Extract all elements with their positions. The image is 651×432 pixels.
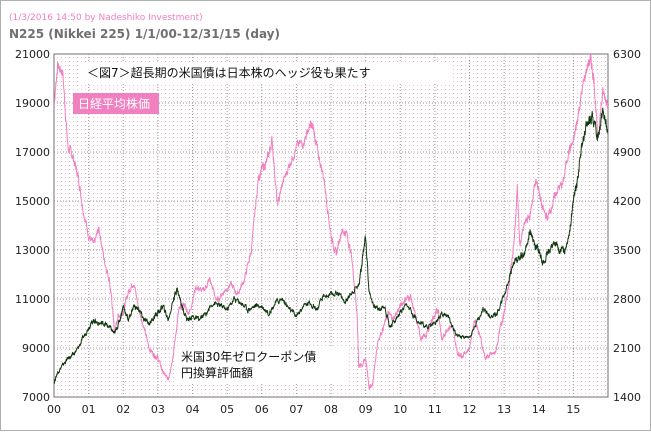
- x-tick-label: 07: [289, 403, 303, 416]
- left-tick-label: 11000: [15, 293, 50, 306]
- credit-text: (1/3/2016 14:50 by Nadeshiko Investment): [9, 13, 203, 23]
- nikkei-series-label: 日経平均株価: [78, 96, 150, 111]
- x-tick-label: 12: [463, 403, 477, 416]
- nikkei-series-line: [54, 54, 608, 390]
- right-tick-label: 3500: [613, 244, 641, 257]
- x-tick-label: 08: [324, 403, 338, 416]
- chart-annotation-title: ＜図7＞超長期の米国債は日本株のヘッジ役も果たす: [87, 65, 371, 80]
- bond-label-box: [177, 346, 349, 382]
- chart-header-title: N225 (Nikkei 225) 1/1/00-12/31/15 (day): [9, 27, 280, 41]
- right-tick-label: 2800: [613, 293, 641, 306]
- title-box: [81, 62, 451, 82]
- left-tick-label: 19000: [15, 97, 50, 110]
- x-tick-label: 04: [186, 403, 200, 416]
- bond-series-label-line2: 円換算評価額: [181, 365, 253, 380]
- right-tick-label: 4200: [613, 195, 641, 208]
- right-tick-label: 5600: [613, 97, 641, 110]
- series-layer: [54, 54, 608, 390]
- x-tick-label: 02: [116, 403, 130, 416]
- x-tick-label: 09: [359, 403, 373, 416]
- x-tick-label: 05: [220, 403, 234, 416]
- left-tick-label: 21000: [15, 48, 50, 61]
- axis-ticks: 7000900011000130001500017000190002100014…: [15, 48, 641, 416]
- left-tick-label: 7000: [22, 391, 50, 404]
- right-tick-label: 6300: [613, 48, 641, 61]
- x-tick-label: 01: [82, 403, 96, 416]
- nikkei-label-box: [73, 93, 159, 114]
- x-tick-label: 15: [566, 403, 580, 416]
- x-tick-label: 03: [151, 403, 165, 416]
- right-tick-label: 2100: [613, 342, 641, 355]
- x-tick-label: 00: [47, 403, 61, 416]
- right-tick-label: 4900: [613, 146, 641, 159]
- left-tick-label: 17000: [15, 146, 50, 159]
- x-tick-label: 11: [428, 403, 442, 416]
- right-tick-label: 1400: [613, 391, 641, 404]
- left-tick-label: 15000: [15, 195, 50, 208]
- bond-series-line: [54, 107, 608, 385]
- left-tick-label: 9000: [22, 342, 50, 355]
- x-tick-label: 14: [532, 403, 546, 416]
- x-tick-label: 06: [255, 403, 269, 416]
- bond-series-label-line1: 米国30年ゼロクーポン債: [181, 349, 316, 364]
- left-tick-label: 13000: [15, 244, 50, 257]
- x-tick-label: 10: [393, 403, 407, 416]
- x-tick-label: 13: [497, 403, 511, 416]
